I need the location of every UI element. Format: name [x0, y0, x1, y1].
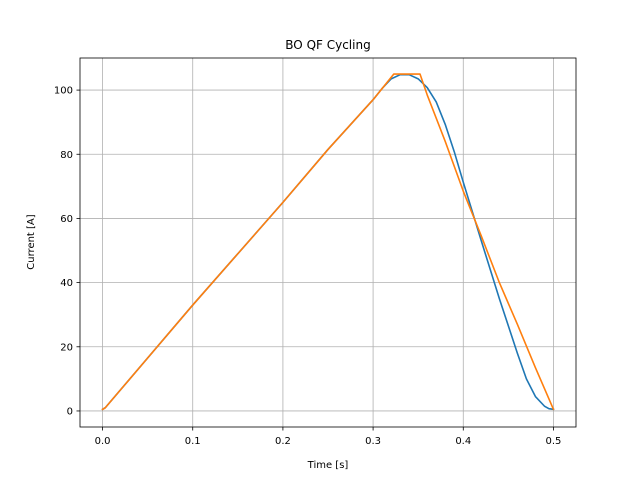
x-tick-label: 0.4 [455, 436, 471, 447]
y-tick-label: 60 [60, 214, 73, 225]
y-tick-label: 80 [60, 150, 73, 161]
x-axis-ticks: 0.0 0.1 0.2 0.3 0.4 0.5 [95, 427, 562, 447]
x-tick-label: 0.2 [275, 436, 291, 447]
y-axis-ticks: 0 20 40 60 80 100 [54, 86, 80, 417]
series-line-2 [101, 73, 555, 411]
series-layer [101, 73, 555, 411]
x-tick-label: 0.1 [185, 436, 201, 447]
chart-title: BO QF Cycling [285, 38, 370, 52]
x-tick-label: 0.3 [365, 436, 381, 447]
grid [80, 58, 576, 427]
x-tick-label: 0.0 [95, 436, 111, 447]
y-tick-label: 100 [54, 86, 73, 97]
axes-frame [79, 57, 577, 428]
x-tick-label: 0.5 [546, 436, 562, 447]
y-tick-label: 40 [60, 278, 73, 289]
y-tick-label: 0 [67, 406, 73, 417]
y-axis-label: Current [A] [26, 214, 37, 269]
y-tick-label: 20 [60, 342, 73, 353]
x-axis-label: Time [s] [307, 460, 349, 471]
